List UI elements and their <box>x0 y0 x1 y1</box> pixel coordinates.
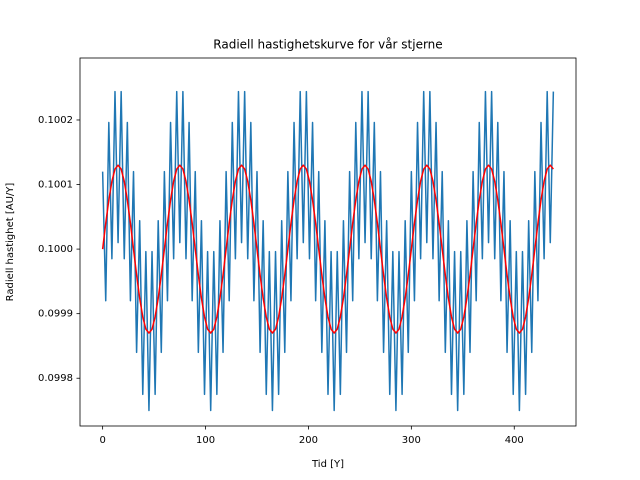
y-tick-label: 0.1002 <box>38 115 73 126</box>
x-tick-label: 400 <box>505 435 524 446</box>
x-tick-label: 200 <box>299 435 318 446</box>
y-tick-label: 0.1001 <box>38 180 73 191</box>
data-line <box>101 164 554 334</box>
axes-frame <box>79 57 577 427</box>
data-line <box>101 90 555 412</box>
y-tick-label: 0.0998 <box>38 373 73 384</box>
y-tick-label: 0.0999 <box>38 309 73 320</box>
x-tick-label: 100 <box>196 435 215 446</box>
y-axis-label: Radiell hastighet [AU/Y] <box>5 183 16 302</box>
x-tick-label: 0 <box>99 435 105 446</box>
y-tick-label: 0.1000 <box>38 244 73 255</box>
chart-title: Radiell hastighetskurve for vår stjerne <box>213 38 442 52</box>
x-tick-label: 300 <box>402 435 421 446</box>
x-axis-label: Tid [Y] <box>311 459 344 470</box>
